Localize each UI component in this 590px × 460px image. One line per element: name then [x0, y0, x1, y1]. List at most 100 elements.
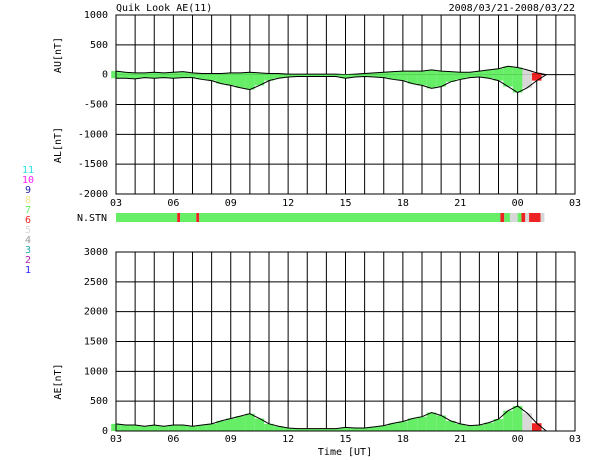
area-bar	[225, 72, 236, 75]
area-bar	[312, 74, 322, 77]
area-bar	[493, 68, 504, 75]
area-bar	[178, 74, 188, 78]
area-bar	[455, 72, 466, 75]
station-segment	[529, 213, 541, 222]
area-bar	[187, 72, 198, 75]
area-bar	[398, 71, 408, 75]
area-bar	[426, 74, 437, 89]
legend-level: 11	[22, 165, 34, 176]
legend-level: 5	[25, 225, 31, 236]
station-segment	[500, 213, 505, 222]
area-bar	[245, 413, 255, 431]
area-bar	[340, 74, 351, 79]
area-bar	[436, 415, 446, 431]
legend-level: 7	[25, 205, 31, 216]
area-bar	[139, 74, 150, 78]
area-bar	[130, 425, 140, 431]
area-bar	[503, 74, 513, 87]
legend-level: 1	[25, 265, 31, 276]
area-bar	[216, 73, 226, 75]
area-bar	[168, 74, 179, 79]
x-tick-label: 06	[167, 434, 179, 445]
x-tick-label: 00	[512, 198, 524, 209]
area-bar	[130, 72, 140, 75]
series-outline	[116, 74, 547, 94]
area-bar	[465, 72, 475, 75]
y-tick-label: 2000	[84, 307, 108, 318]
station-segment	[196, 213, 200, 222]
legend-level: 8	[25, 195, 31, 206]
x-tick-label: 12	[282, 434, 294, 445]
x-tick-label: 09	[225, 434, 237, 445]
series-outline	[115, 405, 547, 432]
area-bar	[465, 74, 475, 78]
station-label: N.STN	[77, 213, 107, 224]
y-axis-label: AL[nT]	[53, 127, 64, 163]
area-bar	[197, 73, 207, 75]
station-segment	[525, 213, 530, 222]
plot-frame	[115, 251, 576, 432]
area-bar	[273, 74, 284, 79]
area-bar	[168, 72, 179, 75]
area-bar	[187, 74, 198, 78]
legend-level: 10	[22, 175, 34, 186]
area-bar	[350, 74, 360, 78]
area-bar	[388, 423, 399, 431]
area-bar	[206, 73, 217, 75]
area-bar	[235, 72, 246, 75]
y-tick-label: 500	[90, 40, 108, 51]
station-segment	[517, 213, 522, 222]
area-bar	[407, 418, 418, 431]
series-outline	[115, 65, 547, 76]
legend-level: 3	[25, 245, 31, 256]
legend-level: 2	[25, 255, 31, 266]
y-tick-label: 3000	[84, 247, 108, 258]
area-bar	[187, 426, 198, 431]
x-tick-label: 15	[339, 198, 351, 209]
x-tick-label: 03	[569, 198, 581, 209]
area-bar	[283, 428, 293, 431]
area-bar	[168, 425, 179, 431]
area-bar	[312, 428, 322, 431]
area-bar	[235, 74, 246, 88]
area-bar	[206, 74, 217, 81]
area-bar	[512, 67, 523, 75]
area-bar	[388, 74, 399, 80]
area-bar	[445, 71, 456, 75]
area-bar	[254, 72, 265, 75]
area-bar	[302, 428, 313, 431]
area-bar	[503, 410, 513, 431]
area-bar	[474, 71, 485, 75]
area-bar	[149, 74, 160, 79]
area-bar	[484, 69, 494, 75]
x-tick-label: 09	[225, 198, 237, 209]
area-bar	[273, 426, 284, 431]
area-bar	[369, 426, 379, 431]
area-bar	[139, 426, 150, 431]
area-bar	[197, 425, 207, 431]
station-segment	[540, 213, 545, 222]
x-tick-label: 03	[569, 434, 581, 445]
area-bar	[139, 72, 150, 75]
area-bar	[493, 419, 504, 431]
area-bar	[417, 71, 427, 75]
x-axis-label: Time [UT]	[318, 447, 372, 458]
area-bar	[531, 72, 542, 75]
y-tick-label: 1500	[84, 337, 108, 348]
area-bar	[388, 71, 399, 75]
area-bar	[264, 73, 274, 75]
area-bar	[321, 74, 332, 77]
area-bar	[407, 74, 418, 84]
y-axis-label: AU[nT]	[53, 37, 64, 73]
station-segment	[199, 213, 501, 222]
area-bar	[245, 74, 255, 90]
legend-level: 6	[25, 215, 31, 226]
area-bar	[484, 74, 494, 79]
area-bar	[206, 423, 217, 431]
x-tick-label: 15	[339, 434, 351, 445]
x-tick-label: 21	[454, 198, 466, 209]
area-bar	[149, 425, 160, 431]
area-bar	[378, 72, 389, 75]
area-bar	[359, 74, 370, 77]
